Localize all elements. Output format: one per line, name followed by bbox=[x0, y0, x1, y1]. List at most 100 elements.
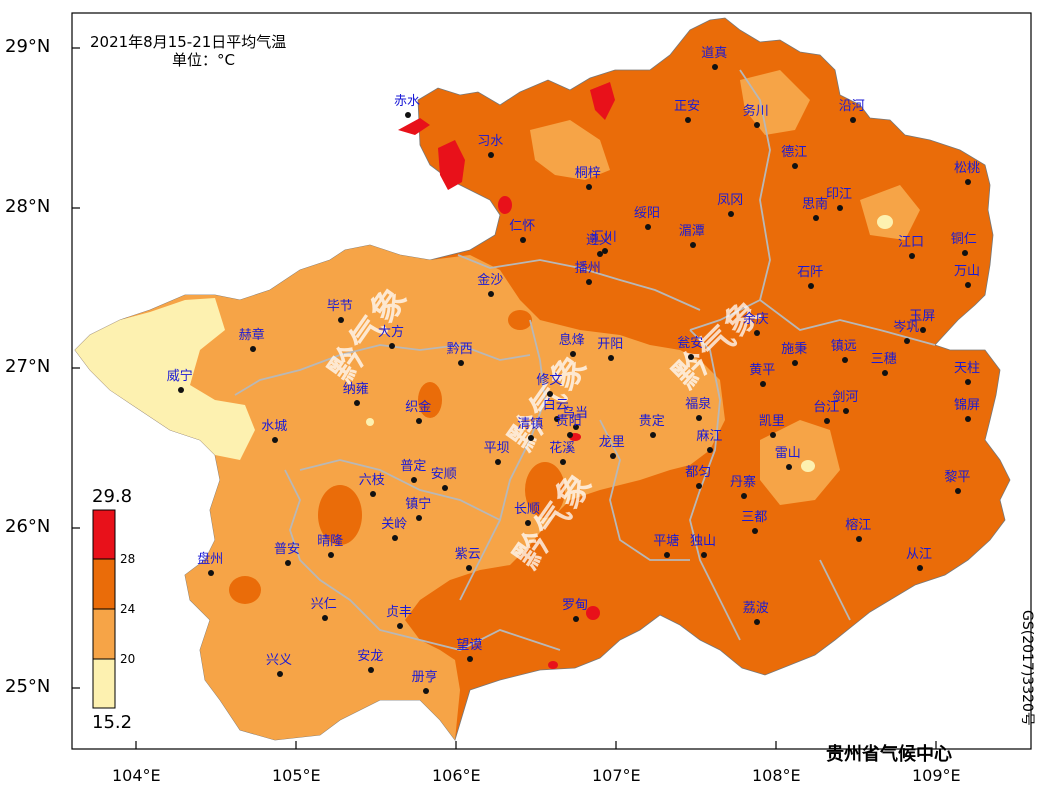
city-label: 纳雍 bbox=[342, 382, 369, 398]
map-title: 2021年8月15-21日平均气温 bbox=[90, 33, 287, 51]
city-marker bbox=[405, 112, 411, 119]
city-marker bbox=[813, 214, 819, 221]
city-label: 沿河 bbox=[838, 99, 865, 114]
city-marker bbox=[909, 253, 915, 259]
city-marker bbox=[488, 291, 495, 298]
temp-band-20-24-southeast bbox=[760, 420, 840, 505]
city-label: 道真 bbox=[701, 46, 728, 62]
city-label: 镇宁 bbox=[405, 497, 432, 513]
city-marker bbox=[397, 622, 403, 629]
city-label: 务川 bbox=[742, 103, 769, 119]
lat-tick-25: 25°N bbox=[5, 676, 51, 697]
city-marker bbox=[285, 560, 291, 567]
city-label: 毕节 bbox=[326, 299, 353, 314]
city-marker bbox=[573, 616, 579, 623]
city-label: 安顺 bbox=[430, 467, 457, 482]
city-label: 锦屏 bbox=[954, 398, 981, 414]
city-label: 三穗 bbox=[870, 351, 897, 367]
city-label: 剑河 bbox=[832, 390, 859, 406]
city-marker bbox=[328, 552, 335, 559]
city-label: 赤水 bbox=[394, 94, 421, 110]
city-marker bbox=[416, 515, 423, 522]
city-label: 晴隆 bbox=[317, 534, 344, 550]
temp-band-20-24-north bbox=[530, 120, 610, 180]
map-frame bbox=[71, 12, 1032, 750]
legend-max: 29.8 bbox=[92, 486, 133, 507]
city-label: 普安 bbox=[274, 542, 301, 558]
city-label: 册亨 bbox=[411, 670, 438, 686]
temp-spot-24-28-e bbox=[229, 576, 261, 604]
city-marker bbox=[837, 205, 843, 211]
lon-tick-106: 106°E bbox=[432, 766, 481, 785]
city-marker bbox=[525, 520, 531, 527]
city-label: 望谟 bbox=[456, 638, 483, 654]
city-marker bbox=[920, 326, 927, 333]
city-label: 镇远 bbox=[830, 339, 857, 354]
city-label: 凤冈 bbox=[717, 193, 744, 209]
lon-tick-105: 105°E bbox=[272, 766, 321, 785]
city-marker bbox=[753, 619, 760, 626]
city-marker bbox=[609, 453, 616, 459]
map-unit: 单位：°C bbox=[172, 51, 235, 69]
city-marker bbox=[645, 224, 651, 231]
city-marker bbox=[553, 416, 560, 423]
city-label: 松桃 bbox=[954, 161, 981, 177]
city-marker bbox=[728, 211, 735, 218]
city-marker bbox=[353, 400, 360, 407]
city-marker bbox=[467, 656, 474, 663]
city-label: 三都 bbox=[741, 510, 768, 526]
city-label: 息烽 bbox=[558, 332, 585, 348]
lat-tick-27: 27°N bbox=[5, 356, 51, 377]
temp-spot-24-28-c bbox=[508, 310, 532, 330]
city-label: 平坝 bbox=[483, 441, 510, 457]
city-label: 万山 bbox=[954, 263, 981, 279]
city-marker bbox=[707, 446, 714, 453]
guizhou-temperature-field bbox=[74, 17, 1011, 741]
temp-band-28-30-north bbox=[398, 118, 430, 135]
city-label: 六枝 bbox=[358, 473, 385, 489]
city-marker bbox=[277, 670, 283, 677]
city-marker bbox=[416, 417, 423, 424]
city-marker bbox=[573, 424, 579, 431]
city-label: 荔波 bbox=[742, 601, 769, 617]
city-label: 从江 bbox=[906, 547, 933, 562]
city-marker bbox=[272, 437, 279, 443]
temp-band-28-30-chishui bbox=[438, 140, 465, 190]
city-label: 江口 bbox=[898, 235, 925, 250]
city-marker bbox=[808, 283, 815, 290]
legend-swatch-28-30 bbox=[92, 509, 116, 560]
city-marker bbox=[368, 667, 375, 674]
city-label: 汇川 bbox=[590, 230, 617, 246]
city-marker bbox=[369, 491, 376, 498]
city-label: 绥阳 bbox=[634, 206, 661, 222]
temp-band-28-30-daozhen bbox=[590, 82, 615, 120]
city-marker bbox=[752, 528, 759, 535]
city-label: 清镇 bbox=[517, 417, 544, 433]
city-marker bbox=[488, 152, 495, 159]
map-approval-number: GS(2017)3320号 bbox=[1019, 610, 1035, 726]
city-marker bbox=[649, 432, 656, 439]
city-label: 贵定 bbox=[638, 414, 665, 430]
prefecture-boundaries bbox=[234, 69, 936, 651]
source-label: 贵州省气候中心 bbox=[826, 744, 952, 765]
city-marker bbox=[856, 536, 863, 543]
temp-spot-28-30-a bbox=[498, 196, 512, 214]
city-label: 福泉 bbox=[685, 396, 712, 412]
city-marker bbox=[689, 241, 696, 248]
city-marker bbox=[881, 369, 888, 376]
city-label: 大方 bbox=[378, 324, 405, 340]
city-marker bbox=[494, 459, 501, 466]
city-marker bbox=[569, 350, 576, 357]
city-marker bbox=[955, 488, 962, 495]
temp-spot-28-30-b bbox=[586, 606, 600, 620]
temp-spot-28-30-c bbox=[548, 661, 558, 669]
city-label: 仁怀 bbox=[509, 219, 536, 234]
city-marker bbox=[769, 432, 776, 439]
city-marker bbox=[422, 688, 429, 695]
city-marker bbox=[824, 417, 831, 424]
city-label: 黄平 bbox=[749, 363, 776, 378]
city-marker bbox=[753, 329, 760, 336]
city-label: 独山 bbox=[690, 534, 717, 550]
city-label: 施秉 bbox=[781, 342, 808, 358]
